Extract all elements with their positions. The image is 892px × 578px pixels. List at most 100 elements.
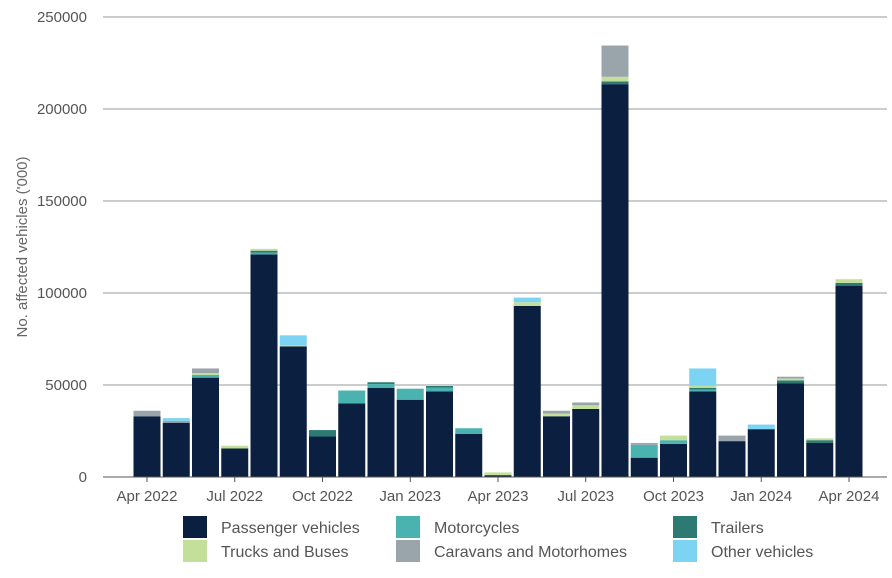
bar-trailers — [367, 382, 395, 385]
bar-passenger-vehicles — [279, 346, 307, 477]
bar-passenger-vehicles — [747, 429, 775, 477]
bar-passenger-vehicles — [777, 383, 804, 477]
bar-stack — [718, 435, 746, 477]
bar-stack — [747, 424, 775, 477]
x-tick-label: Oct 2022 — [292, 488, 353, 505]
bar-stack — [221, 445, 249, 477]
x-tick-label: Apr 2022 — [117, 488, 178, 505]
bar-trucks-and-buses — [426, 385, 453, 386]
bar-trucks-and-buses — [513, 302, 541, 306]
bar-passenger-vehicles — [192, 377, 219, 477]
legend-swatch — [183, 540, 207, 562]
bar-passenger-vehicles — [396, 399, 424, 477]
bar-caravans-and-motorhomes — [630, 442, 658, 445]
bar-stack — [835, 279, 863, 477]
bar-motorcycles — [367, 384, 395, 388]
bar-trailers — [777, 380, 804, 384]
bar-trucks-and-buses — [806, 438, 834, 441]
x-tick-label: Jul 2023 — [557, 488, 614, 505]
bar-other-vehicles — [689, 368, 717, 386]
bar-stack — [396, 388, 424, 477]
bar-stack — [572, 402, 600, 477]
bar-motorcycles — [338, 390, 366, 404]
bar-caravans-and-motorhomes — [601, 45, 629, 77]
x-tick-label: Apr 2023 — [468, 488, 529, 505]
bar-trucks-and-buses — [543, 413, 570, 417]
legend-item-motorcycles: Motorcycles — [396, 516, 519, 538]
legend-label: Other vehicles — [711, 544, 813, 561]
bar-passenger-vehicles — [309, 436, 336, 477]
bar-passenger-vehicles — [835, 285, 863, 477]
legend-swatch — [396, 516, 420, 538]
bar-stack — [630, 442, 658, 477]
bar-stack — [309, 430, 336, 477]
bar-trucks-and-buses — [279, 345, 307, 347]
grid-lines — [103, 16, 887, 386]
bar-stack — [367, 382, 395, 477]
legend-item-other-vehicles: Other vehicles — [673, 540, 813, 562]
bar-stack — [279, 335, 307, 477]
bar-trucks-and-buses — [660, 435, 687, 441]
x-tick-label: Oct 2023 — [643, 488, 704, 505]
bars — [133, 45, 863, 477]
legend-label: Caravans and Motorhomes — [434, 544, 627, 561]
bar-motorcycles — [660, 440, 687, 444]
bar-stack — [484, 472, 512, 477]
bar-caravans-and-motorhomes — [192, 368, 219, 374]
legend-swatch — [396, 540, 420, 562]
bar-motorcycles — [250, 252, 278, 255]
legend-label: Trailers — [711, 520, 764, 537]
legend: Passenger vehicles Motorcycles Trailers Tru… — [183, 516, 813, 562]
legend-item-passenger-vehicles: Passenger vehicles — [183, 516, 360, 538]
y-tick-label: 200000 — [37, 101, 87, 118]
legend-item-caravans-and-motorhomes: Caravans and Motorhomes — [396, 540, 627, 562]
bar-trailers — [601, 81, 629, 85]
bar-passenger-vehicles — [426, 391, 453, 477]
legend-label: Motorcycles — [434, 520, 519, 537]
bar-stack — [338, 390, 366, 477]
bar-caravans-and-motorhomes — [777, 376, 804, 379]
bar-stack — [513, 297, 541, 477]
bar-passenger-vehicles — [630, 457, 658, 477]
x-tick-label: Jan 2023 — [379, 488, 441, 505]
bar-stack — [660, 435, 687, 477]
bar-trailers — [426, 385, 453, 388]
bar-motorcycles — [630, 444, 658, 458]
bar-passenger-vehicles — [660, 443, 687, 477]
legend-label: Passenger vehicles — [221, 520, 360, 537]
bar-stack — [689, 368, 717, 477]
bar-trucks-and-buses — [835, 279, 863, 283]
x-tick-label: Jan 2024 — [730, 488, 792, 505]
bar-trailers — [806, 440, 834, 443]
bar-stack — [426, 385, 453, 477]
bar-passenger-vehicles — [601, 84, 629, 477]
bar-motorcycles — [689, 389, 717, 392]
legend-swatch — [673, 516, 697, 538]
legend-item-trailers: Trailers — [673, 516, 764, 538]
bar-motorcycles — [192, 374, 219, 378]
bar-trailers — [250, 250, 278, 253]
legend-swatch — [183, 516, 207, 538]
bar-trucks-and-buses — [221, 445, 249, 449]
bar-other-vehicles — [279, 335, 307, 346]
y-tick-label: 50000 — [45, 377, 87, 394]
y-tick-label: 150000 — [37, 193, 87, 210]
legend-item-trucks-and-buses: Trucks and Buses — [183, 540, 348, 562]
bar-passenger-vehicles — [689, 391, 717, 477]
x-tick-label: Jul 2022 — [206, 488, 263, 505]
bar-stack — [192, 368, 219, 477]
x-tick-label: Apr 2024 — [819, 488, 880, 505]
bar-passenger-vehicles — [572, 408, 600, 477]
bar-trucks-and-buses — [572, 405, 600, 409]
bar-trailers — [835, 282, 863, 286]
bar-caravans-and-motorhomes — [572, 402, 600, 406]
y-tick-label: 100000 — [37, 285, 87, 302]
bar-caravans-and-motorhomes — [718, 435, 746, 442]
bar-trucks-and-buses — [250, 248, 278, 251]
bar-other-vehicles — [513, 297, 541, 303]
legend-label: Trucks and Buses — [221, 544, 348, 561]
bar-trucks-and-buses — [601, 76, 629, 82]
bar-stack — [777, 376, 804, 477]
bar-motorcycles — [396, 388, 424, 400]
bar-trucks-and-buses — [484, 472, 512, 476]
